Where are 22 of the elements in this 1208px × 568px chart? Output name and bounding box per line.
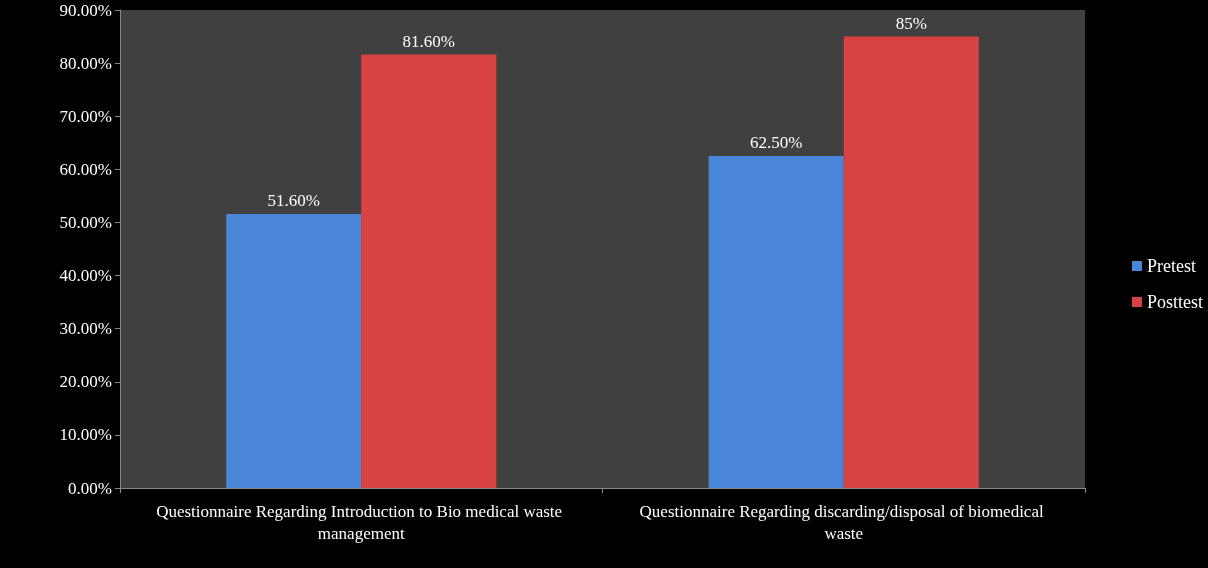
data-label: 81.60% [402, 31, 456, 51]
y-tick-label: 80.00% [59, 53, 112, 73]
x-tick-label: Questionnaire Regarding discarding/disposal of biomedical waste [639, 501, 1048, 543]
y-tick-label: 20.00% [59, 372, 112, 392]
y-tick-label: 10.00% [59, 425, 112, 445]
y-tick-label: 90.00% [59, 0, 112, 20]
data-label: 51.60% [267, 190, 320, 210]
x-tick-label: Questionnaire Regarding Introduction to Bio medical waste management [156, 501, 567, 543]
legend-label: Posttest [1146, 292, 1203, 312]
y-tick-label: 30.00% [59, 319, 112, 339]
data-label: 62.50% [749, 133, 803, 153]
y-tick-label: 40.00% [59, 266, 112, 286]
data-label: 85% [895, 13, 927, 33]
legend-label: Pretest [1146, 256, 1196, 276]
bar [361, 54, 497, 488]
y-tick-label: 50.00% [59, 212, 112, 232]
y-tick-label: 0.00% [68, 478, 112, 498]
bar [843, 36, 979, 488]
bar [226, 213, 362, 488]
y-tick-label: 70.00% [59, 106, 112, 126]
y-tick-label: 60.00% [59, 159, 112, 179]
bar [708, 156, 844, 488]
